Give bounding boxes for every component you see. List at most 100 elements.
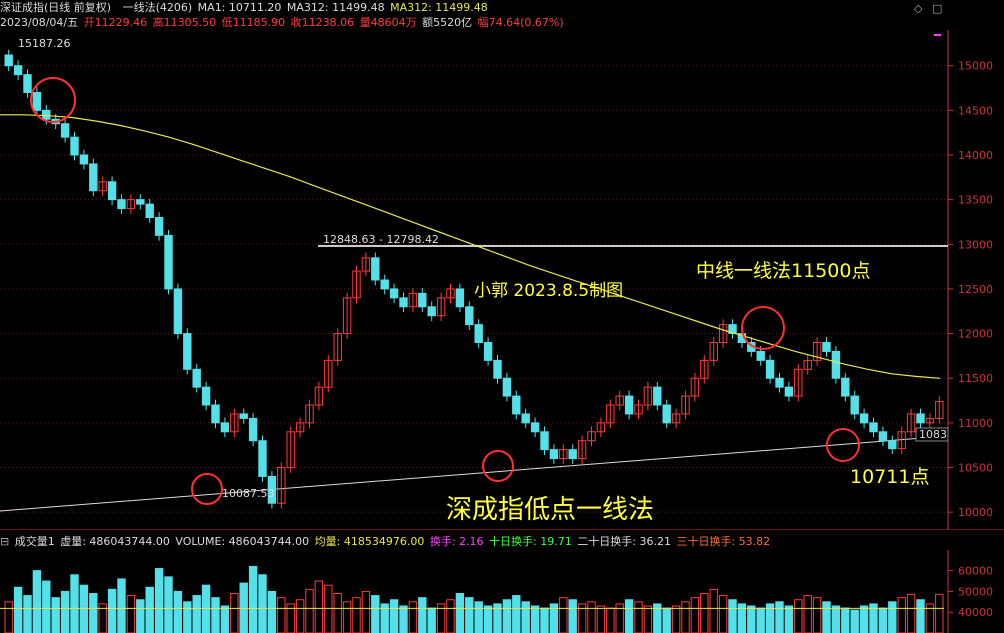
volume-bar [606,607,615,633]
diamond-icon[interactable]: ◇ [914,2,923,15]
candle-body [831,350,841,379]
candle-body [258,440,267,477]
candle-body [211,404,220,424]
y-tick-label: 15000 [958,60,993,73]
candle-body [709,342,718,361]
candle-body [521,413,530,424]
change-value: 幅74.64(0.67%) [477,16,564,29]
candle-body [23,74,32,94]
volume-bar [690,597,700,633]
volume-bar [220,605,230,633]
volume-bar [126,595,136,633]
volume-bar [624,599,634,633]
volume-bar [295,599,305,633]
candle-body [380,279,389,290]
candle-body [690,377,700,397]
range-label: 12848.63 - 12798.42 [323,233,439,246]
y-tick-label: 12000 [958,328,993,341]
marker-icon [934,34,941,36]
candle-body [277,467,286,504]
volume-bar [13,586,23,633]
volume-bar [906,593,916,633]
volume-bar [107,588,117,633]
volume-value: 量48604万 [359,16,417,29]
candle-body [295,422,305,433]
candle-body [897,431,906,450]
candle-body [916,413,925,424]
peak-label: 15187.26 [18,37,71,50]
candle-body [822,342,831,352]
volume-bar [559,597,568,633]
candle-body [446,288,455,299]
volume-bar [728,599,737,633]
candle-body [324,359,333,388]
indicator-name: 一线法(4206) [122,1,193,14]
volume-bar [408,601,418,633]
volume-bar [230,593,239,633]
volume-bar [79,584,89,633]
volume-bar [671,605,681,633]
candle-body [60,123,70,138]
close-value: 收11238.06 [290,16,355,29]
volume-bar [822,601,831,633]
candle-body [136,199,145,205]
candle-body [465,306,474,326]
volume-bar [935,593,944,633]
volume-bar [737,603,747,633]
candle-body [314,386,324,406]
volume-bar [587,601,596,633]
volume-bar [549,603,559,633]
price-chart[interactable]: 15000 14500 14000 13500 13000 12500 12000 11500… [0,0,1004,530]
expand-icon[interactable]: ⊟ [0,535,10,548]
volume-bar [145,586,154,633]
volume-bar [925,603,935,633]
y-tick-label: 11500 [958,372,993,385]
volume-bar [436,603,446,633]
volume-bar [389,599,399,633]
circle-highlight [30,77,76,123]
candle-body [164,234,173,290]
low-label: 10087.53 [222,487,275,500]
candle-body [841,377,850,397]
candle-body [577,440,587,460]
volume-bar [700,593,709,633]
candle-body [427,306,436,317]
candle-body [173,288,183,335]
volume-bar [258,574,267,633]
candle-body [117,199,126,210]
candle-body [286,431,295,468]
candle-body [333,333,342,361]
volume-bar [427,607,436,633]
candle-body [408,292,418,308]
candle-body [42,109,51,120]
y-tick-label: 12500 [958,283,993,296]
y-tick-label: 10000 [958,506,993,519]
candle-body [399,297,408,308]
volume-bar [446,599,455,633]
volume-bar [361,590,371,633]
close-icon[interactable]: □ [932,2,943,15]
volume-bar [718,595,728,633]
volume-bar [314,580,324,633]
candle-body [361,257,371,272]
volume-bar [653,603,662,633]
candle-body [606,404,615,424]
volume-bar [831,605,841,633]
ohlc-info: 2023/08/04/五 开11229.46 高11305.50 低11185.… [0,15,566,31]
candle-body [98,181,107,192]
volume-chart[interactable]: 60000 50000 40000 [0,550,1004,633]
volume-bar [784,605,794,633]
candle-body [70,136,79,156]
volume-bar [474,601,483,633]
candle-body [267,475,277,504]
candle-body [859,413,869,424]
volume-bar [916,599,925,633]
candle-body [145,203,154,219]
volume-bar [371,595,380,633]
volume-bar [173,590,183,633]
volume-bar [634,601,643,633]
candle-body [183,333,192,370]
candle-body [502,377,512,397]
y-tick-label: 14000 [958,149,993,162]
volume-bar [530,605,540,633]
